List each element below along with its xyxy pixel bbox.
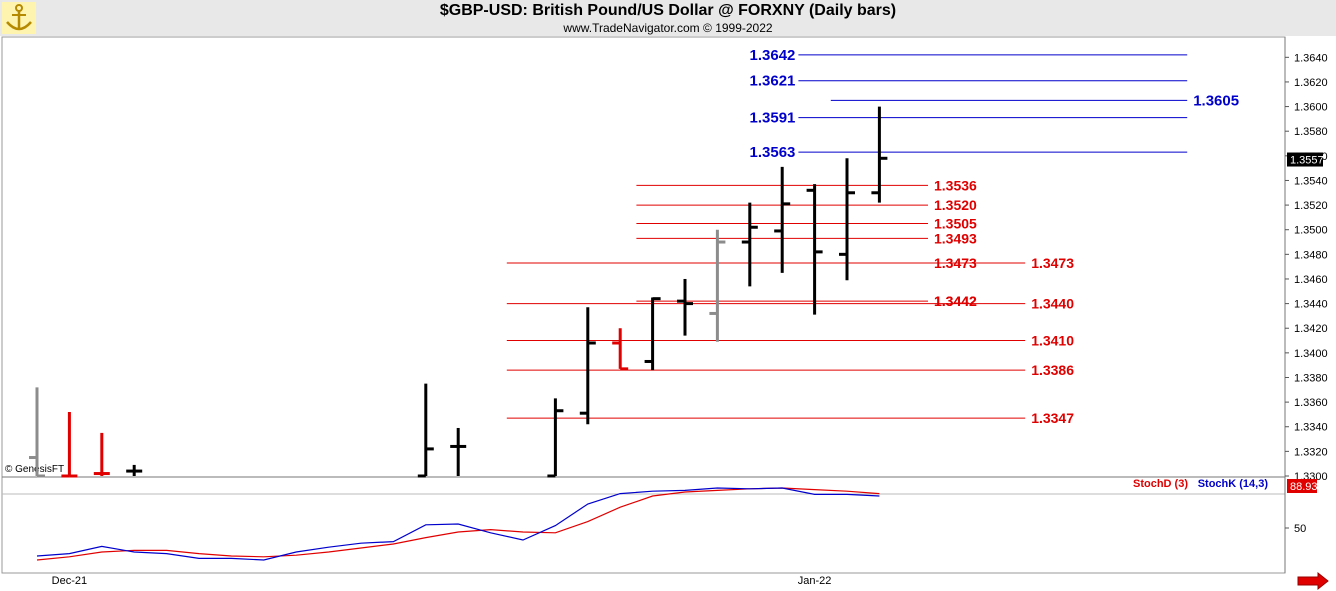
stoch-line[interactable]	[36, 487, 880, 561]
level-label: 1.3442	[934, 293, 977, 309]
level-label: 1.3473	[1031, 255, 1074, 271]
osc-y-tick-label: 50	[1294, 523, 1306, 535]
level-label: 1.3442	[934, 293, 977, 309]
y-tick-label: 1.3460	[1294, 274, 1328, 286]
x-tick-label: Dec-21	[52, 575, 87, 587]
title-bar	[0, 0, 1336, 36]
level-label: 1.3591	[750, 110, 796, 127]
chart-subtitle: www.TradeNavigator.com © 1999-2022	[563, 21, 773, 35]
y-tick-label: 1.3620	[1294, 77, 1328, 89]
ohlc-bar[interactable]	[29, 387, 45, 478]
level-label: 1.3386	[1031, 362, 1074, 378]
y-tick-label: 1.3640	[1294, 52, 1328, 64]
level-label: 1.3536	[934, 177, 977, 193]
ohlc-bar[interactable]	[547, 398, 564, 478]
chart-title: $GBP-USD: British Pound/US Dollar @ FORX…	[439, 2, 897, 19]
y-tick-label: 1.3520	[1294, 200, 1328, 212]
ohlc-bar[interactable]	[450, 427, 467, 476]
ohlc-bar[interactable]	[579, 307, 596, 425]
y-tick-label: 1.3540	[1294, 175, 1328, 187]
stoch-value-label: 88.93	[1290, 481, 1318, 493]
y-tick-label: 1.3340	[1294, 422, 1328, 434]
last-price-marker	[1287, 152, 1323, 167]
scroll-right-arrow-icon[interactable]	[1297, 571, 1329, 591]
y-tick-label: 1.3480	[1294, 249, 1328, 261]
y-tick-label: 1.3440	[1294, 299, 1328, 311]
level-label: 1.3505	[934, 216, 977, 232]
ohlc-bar[interactable]	[126, 464, 143, 476]
y-tick-label: 1.3320	[1294, 446, 1328, 458]
ohlc-bar[interactable]	[806, 184, 823, 315]
stoch-k-legend: StochK (14,3)	[1198, 478, 1269, 490]
ohlc-bar[interactable]	[709, 229, 726, 342]
level-label: 1.3347	[1031, 410, 1074, 426]
y-tick-label: 1.3500	[1294, 225, 1328, 237]
ohlc-bar[interactable]	[839, 158, 855, 281]
ohlc-bar[interactable]	[612, 328, 629, 371]
x-tick-label: Jan-22	[798, 575, 832, 587]
level-label: 1.3473	[934, 255, 977, 271]
stoch-d-legend: StochD (3)	[1133, 478, 1188, 490]
stoch-line[interactable]	[36, 487, 880, 561]
level-label: 1.3621	[750, 73, 796, 90]
level-label: 1.3493	[934, 230, 977, 246]
y-tick-label: 1.3580	[1294, 126, 1328, 138]
level-label: 1.3642	[750, 47, 796, 64]
stoch-value-marker	[1287, 479, 1317, 493]
ohlc-bar[interactable]	[774, 166, 791, 273]
ohlc-bar[interactable]	[417, 383, 434, 478]
ohlc-bar[interactable]	[61, 411, 78, 478]
ohlc-bar[interactable]	[677, 278, 693, 336]
level-label: 1.3410	[1031, 333, 1074, 349]
y-tick-label: 1.3420	[1294, 323, 1328, 335]
watermark: © GenesisFT	[5, 464, 64, 475]
last-price-label: 1.3557	[1290, 155, 1324, 167]
anchor-logo-icon	[2, 2, 36, 34]
y-tick-label: 1.3380	[1294, 372, 1328, 384]
ohlc-bar[interactable]	[644, 297, 661, 371]
level-label: 1.3520	[934, 197, 977, 213]
ohlc-bar[interactable]	[741, 202, 758, 287]
level-label: 1.3440	[1031, 296, 1074, 312]
level-label: 1.3563	[750, 144, 796, 161]
y-tick-label: 1.3600	[1294, 102, 1328, 114]
level-label: 1.3605	[1193, 92, 1239, 109]
y-tick-label: 1.3400	[1294, 348, 1328, 360]
y-tick-label: 1.3360	[1294, 397, 1328, 409]
ohlc-bar[interactable]	[93, 432, 110, 476]
ohlc-bar[interactable]	[871, 106, 888, 203]
